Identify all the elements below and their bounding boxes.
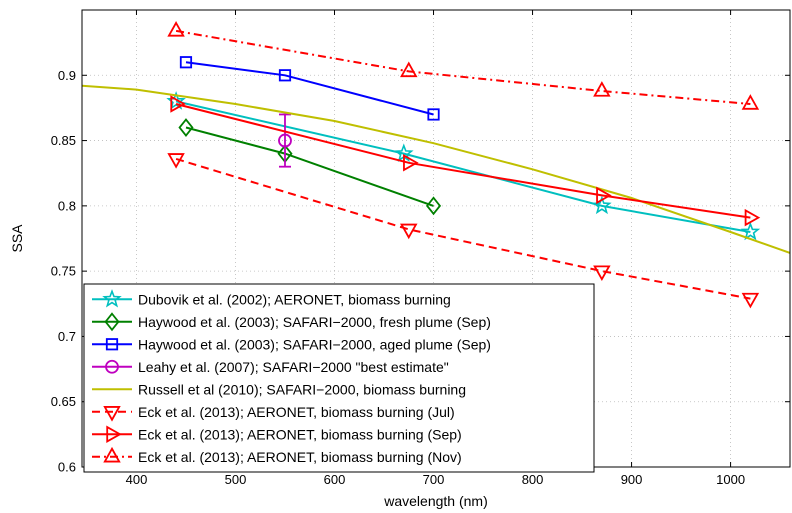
y-tick-label: 0.65 <box>51 394 76 409</box>
data-point-marker <box>427 108 440 121</box>
x-tick-label: 700 <box>423 472 445 487</box>
x-tick-label: 800 <box>522 472 544 487</box>
legend-entry: Russell et al (2010); SAFARI−2000, bioma… <box>92 381 466 397</box>
y-tick-label: 0.8 <box>58 198 76 213</box>
series-5 <box>81 84 791 254</box>
x-tick-label: 500 <box>225 472 247 487</box>
y-tick-label: 0.85 <box>51 133 76 148</box>
data-point-marker <box>400 223 418 240</box>
data-point-marker <box>596 186 612 205</box>
series-line <box>175 29 751 105</box>
series-6 <box>167 153 760 309</box>
y-tick-label: 0.6 <box>58 460 76 475</box>
legend-label: Haywood et al. (2003); SAFARI−2000, aged… <box>138 336 491 352</box>
data-point-marker <box>744 208 761 227</box>
data-point-marker <box>178 118 194 137</box>
y-axis-label: SSA <box>9 224 25 253</box>
y-tick-label: 0.75 <box>51 264 76 279</box>
data-point-marker <box>167 21 185 37</box>
y-tick-label: 0.7 <box>58 329 76 344</box>
series-line <box>185 61 434 116</box>
legend-label: Eck et al. (2013); AERONET, biomass burn… <box>138 449 462 465</box>
data-point-marker <box>593 81 611 97</box>
data-point-marker <box>105 338 119 351</box>
x-tick-label: 400 <box>126 472 148 487</box>
series-line <box>175 103 751 219</box>
data-point-marker <box>741 292 760 309</box>
data-point-marker <box>103 406 121 422</box>
series-2 <box>178 118 442 216</box>
legend-entry: Eck et al. (2013); AERONET, biomass burn… <box>92 404 455 422</box>
data-point-marker <box>403 154 419 172</box>
x-tick-label: 900 <box>621 472 643 487</box>
legend-entry: Haywood et al. (2003); SAFARI−2000, fres… <box>92 312 491 332</box>
data-point-marker <box>593 265 611 281</box>
series-1 <box>166 91 761 241</box>
x-tick-label: 1000 <box>716 472 745 487</box>
series-3 <box>179 56 440 121</box>
legend-entry: Dubovik et al. (2002); AERONET, biomass … <box>92 289 451 308</box>
series-line <box>81 84 791 254</box>
legend-label: Eck et al. (2013); AERONET, biomass burn… <box>138 426 462 442</box>
axis-ticks: 400 500 600 700 800 900 1000 0.6 0.65 0.7 0.75 0.8 0… <box>51 10 790 487</box>
data-point-marker <box>425 196 442 216</box>
series-7 <box>170 95 761 227</box>
data-point-marker <box>740 221 761 241</box>
data-point-marker <box>741 94 760 110</box>
data-point-marker <box>400 61 418 78</box>
legend-entry: Leahy et al. (2007); SAFARI−2000 "best e… <box>92 359 449 375</box>
x-axis-label: wavelength (nm) <box>383 493 488 509</box>
y-tick-label: 0.9 <box>58 68 76 83</box>
grid <box>82 10 790 468</box>
series-line <box>185 126 434 207</box>
data-point-marker <box>278 69 292 82</box>
legend-entry: Eck et al. (2013); AERONET, biomass burn… <box>92 446 462 465</box>
data-point-marker <box>170 95 186 113</box>
data-point-marker <box>104 312 120 332</box>
data-point-marker <box>106 425 122 443</box>
data-point-marker <box>179 56 193 69</box>
data-point-marker <box>278 133 292 148</box>
legend: Dubovik et al. (2002); AERONET, biomass … <box>83 283 595 473</box>
series-4 <box>278 113 292 168</box>
x-tick-label: 600 <box>324 472 346 487</box>
series-8 <box>167 21 760 110</box>
data-point-marker <box>102 289 122 308</box>
series-line <box>175 157 751 300</box>
legend-label: Eck et al. (2013); AERONET, biomass burn… <box>138 404 455 420</box>
legend-entry: Eck et al. (2013); AERONET, biomass burn… <box>92 425 462 443</box>
data-point-marker <box>167 153 185 169</box>
legend-label: Leahy et al. (2007); SAFARI−2000 "best e… <box>138 359 449 375</box>
legend-entry: Haywood et al. (2003); SAFARI−2000, aged… <box>92 336 491 352</box>
legend-label: Dubovik et al. (2002); AERONET, biomass … <box>138 291 451 307</box>
data-point-marker <box>105 359 119 374</box>
data-point-marker <box>103 446 121 463</box>
legend-label: Russell et al (2010); SAFARI−2000, bioma… <box>138 381 466 397</box>
legend-label: Haywood et al. (2003); SAFARI−2000, fres… <box>138 314 491 330</box>
series-line <box>175 100 751 233</box>
series-lines <box>81 21 791 309</box>
legend-box <box>83 283 595 473</box>
